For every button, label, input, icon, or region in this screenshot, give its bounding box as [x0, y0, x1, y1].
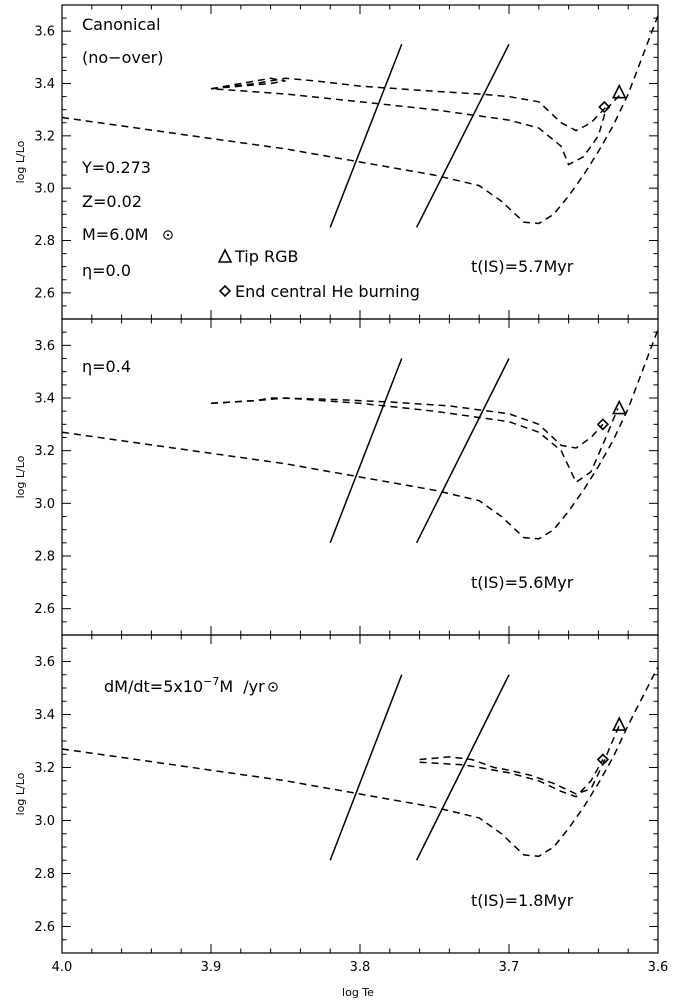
label-canonical: Canonical [82, 15, 161, 34]
track-series-3 [210, 397, 604, 449]
legend-tip-rgb: Tip RGB [234, 247, 298, 266]
tip-rgb-marker [611, 716, 627, 731]
instability-strip-blue-edge [329, 674, 403, 861]
panel-canonical: 2.6 2.8 3.0 3.2 3.4 3.6 log L/Lo Canonical (n… [14, 4, 659, 320]
panel-eta-04: 2.6 2.8 3.0 3.2 3.4 3.6 log L/Lo η=0.4 t(IS)=… [14, 318, 659, 636]
legend: Tip RGB End central He burning [217, 247, 420, 301]
x-tick-label: 3.8 [350, 960, 371, 975]
panel-3-plot-area: 2.6 2.8 3.0 3.2 3.4 3.6 4.0 3.9 3.8 3.7 3.6 [34, 634, 669, 975]
track-series-2 [210, 397, 619, 484]
y-tick-label: 3.2 [34, 129, 55, 144]
instability-strip-blue-edge [329, 358, 403, 544]
label-mass: M=6.0M [82, 225, 148, 244]
y-tick-label: 2.6 [34, 602, 55, 617]
label-eta: η=0.0 [82, 261, 131, 280]
label-lifetime-is: t(IS)=5.6Myr [471, 573, 574, 592]
end-he-burning-marker [596, 753, 610, 766]
x-tick-label: 3.9 [201, 960, 222, 975]
y-tick-label: 3.6 [34, 339, 55, 354]
y-tick-label: 3.2 [34, 444, 55, 459]
y-tick-label: 3.4 [34, 392, 55, 407]
legend-end-central-he: End central He burning [235, 282, 420, 301]
label-metallicity: Z=0.02 [82, 192, 142, 211]
track-series-1 [61, 666, 659, 858]
x-tick-label: 4.0 [52, 960, 73, 975]
track-series-2 [419, 724, 620, 795]
track-series-2 [210, 77, 622, 166]
y-tick-label: 3.0 [34, 497, 55, 512]
sun-symbol-icon [268, 682, 278, 692]
y-tick-label: 3.4 [34, 708, 55, 723]
y-tick-label: 2.8 [34, 234, 55, 249]
panel-1-plot-area: 2.6 2.8 3.0 3.2 3.4 3.6 [34, 4, 659, 320]
label-no-over: (no−over) [82, 48, 164, 67]
end-he-burning-marker [596, 418, 610, 431]
instability-strip-blue-edge [329, 43, 403, 228]
panel-1-ylabel: log L/Lo [14, 140, 27, 183]
track-series-1 [61, 15, 659, 225]
panel-mass-loss: 2.6 2.8 3.0 3.2 3.4 3.6 4.0 3.9 3.8 3.7 3.6 log L/… [14, 634, 669, 999]
y-tick-label: 3.4 [34, 77, 55, 92]
sun-symbol-icon [163, 230, 173, 240]
legend-triangle-icon [217, 248, 233, 263]
label-lifetime-is: t(IS)=5.7Myr [471, 257, 574, 276]
x-tick-label: 3.7 [499, 960, 520, 975]
y-tick-label: 3.6 [34, 655, 55, 670]
y-tick-label: 3.6 [34, 25, 55, 40]
y-tick-label: 2.6 [34, 286, 55, 301]
tip-rgb-marker [611, 83, 627, 99]
instability-strip-red-edge [415, 674, 510, 861]
label-eta-04: η=0.4 [82, 357, 131, 376]
panel-2-ylabel: log L/Lo [14, 455, 27, 498]
label-helium-abundance: Y=0.273 [81, 158, 151, 177]
instability-strip-red-edge [415, 43, 510, 228]
track-series-1 [61, 329, 659, 540]
track-series-3 [210, 77, 607, 132]
track-series-3 [419, 759, 604, 798]
x-axis-label: log Te [342, 986, 374, 999]
y-tick-label: 3.2 [34, 761, 55, 776]
y-tick-label: 2.6 [34, 920, 55, 935]
y-tick-label: 3.0 [34, 182, 55, 197]
y-tick-label: 3.0 [34, 814, 55, 829]
end-he-burning-marker [598, 100, 611, 114]
x-tick-label: 3.6 [648, 960, 669, 975]
label-mass-loss-rate: dM/dt=5x10−7M/yr [104, 675, 265, 696]
legend-diamond-icon [218, 284, 232, 298]
instability-strip-red-edge [415, 358, 510, 544]
y-tick-label: 2.8 [34, 550, 55, 565]
panel-3-ylabel: log L/Lo [14, 772, 27, 815]
panel-2-plot-area: 2.6 2.8 3.0 3.2 3.4 3.6 [34, 318, 659, 636]
label-lifetime-is: t(IS)=1.8Myr [471, 891, 574, 910]
tip-rgb-marker [611, 399, 627, 415]
y-tick-label: 2.8 [34, 867, 55, 882]
